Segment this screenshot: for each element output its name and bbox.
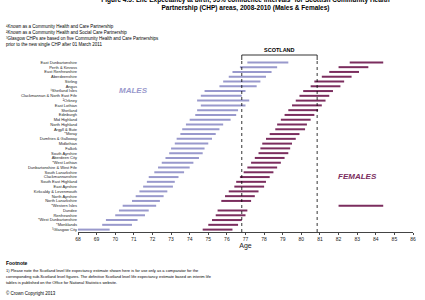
svg-text:tables is published on the Off: tables is published on the Office for Na… — [6, 280, 117, 285]
svg-text:South East Highland: South East Highland — [41, 179, 77, 184]
svg-text:81: 81 — [317, 236, 323, 242]
svg-text:East Lothian: East Lothian — [55, 103, 77, 108]
svg-text:Midlothian: Midlothian — [59, 141, 77, 146]
svg-text:Stirling: Stirling — [65, 79, 77, 84]
svg-text:*West Dunbartonshire: *West Dunbartonshire — [38, 217, 78, 222]
svg-text:Dundee: Dundee — [63, 208, 78, 213]
svg-text:Clackmannan & North East Fife: Clackmannan & North East Fife — [21, 93, 78, 98]
svg-text:³Glasgow CHPs are based on fiv: ³Glasgow CHPs are based on five Communit… — [6, 36, 159, 41]
svg-text:Age: Age — [239, 242, 252, 250]
svg-text:Renfrewshire: Renfrewshire — [53, 213, 77, 218]
svg-text:83: 83 — [354, 236, 360, 242]
svg-text:82: 82 — [336, 236, 342, 242]
svg-text:85: 85 — [392, 236, 398, 242]
svg-text:77: 77 — [243, 236, 249, 242]
svg-text:*West Lothian: *West Lothian — [52, 160, 77, 165]
svg-text:Clackmannanshire: Clackmannanshire — [44, 174, 78, 179]
svg-text:Aberdeenshire: Aberdeenshire — [51, 74, 78, 79]
svg-text:²Orkney: ²Orkney — [63, 98, 77, 103]
svg-text:Dumfries & Galloway: Dumfries & Galloway — [40, 136, 77, 141]
svg-text:Kirkcaldy & Levenmouth: Kirkcaldy & Levenmouth — [34, 189, 77, 194]
svg-text:Aberdeen City: Aberdeen City — [52, 155, 77, 160]
svg-text:*Moray: *Moray — [64, 131, 77, 136]
svg-text:South Ayrshire: South Ayrshire — [51, 151, 78, 156]
svg-text:East Dunbartonshire: East Dunbartonshire — [41, 60, 78, 65]
svg-text:prior to the new single CHP af: prior to the new single CHP after 01 Mar… — [6, 42, 102, 47]
svg-text:78: 78 — [261, 236, 267, 242]
svg-text:68: 68 — [75, 236, 81, 242]
svg-text:73: 73 — [168, 236, 174, 242]
svg-text:South Lanarkshire: South Lanarkshire — [45, 170, 78, 175]
svg-text:*Monklands: *Monklands — [56, 222, 77, 227]
svg-text:Edinburgh: Edinburgh — [59, 112, 77, 117]
svg-text:74: 74 — [187, 236, 193, 242]
svg-text:69: 69 — [94, 236, 100, 242]
svg-text:East Ayrshire: East Ayrshire — [54, 184, 78, 189]
svg-text:North Highland: North Highland — [50, 122, 77, 127]
svg-text:North Lanarkshire: North Lanarkshire — [45, 198, 78, 203]
svg-text:¹Shetland Isles: ¹Shetland Isles — [51, 88, 77, 93]
svg-text:86: 86 — [410, 236, 416, 242]
svg-text:Argyll & Bute: Argyll & Bute — [54, 127, 78, 132]
svg-text:Angus: Angus — [66, 84, 77, 89]
svg-text:84: 84 — [373, 236, 379, 242]
svg-text:corresponding sub-Scotland lev: corresponding sub-Scotland level figures… — [6, 274, 212, 279]
svg-text:MALES: MALES — [119, 86, 148, 95]
svg-text:1) Please note the Scotland le: 1) Please note the Scotland level life e… — [6, 268, 199, 273]
svg-text:SCOTLAND: SCOTLAND — [264, 47, 295, 53]
svg-text:© Crown Copyright 2013: © Crown Copyright 2013 — [6, 290, 56, 296]
svg-text:³Glasgow City: ³Glasgow City — [52, 227, 77, 232]
svg-text:FEMALES: FEMALES — [338, 172, 377, 181]
svg-text:Dunbartonshire & West Fife: Dunbartonshire & West Fife — [28, 165, 78, 170]
svg-text:Falkirk: Falkirk — [65, 146, 77, 151]
svg-text:Figure 4.5: Life Expectancy at: Figure 4.5: Life Expectancy at birth, 95… — [101, 0, 390, 12]
svg-text:*Western Isles: *Western Isles — [51, 203, 77, 208]
svg-text:Mid Highland: Mid Highland — [54, 117, 77, 122]
svg-text:¹Known as a Community Health a: ¹Known as a Community Health and Care Pa… — [6, 24, 114, 29]
svg-text:79: 79 — [280, 236, 286, 242]
svg-text:Footnote: Footnote — [6, 260, 28, 266]
svg-text:72: 72 — [150, 236, 156, 242]
svg-text:80: 80 — [299, 236, 305, 242]
svg-text:71: 71 — [131, 236, 137, 242]
svg-text:Perth & Kinross: Perth & Kinross — [49, 65, 77, 70]
svg-text:70: 70 — [112, 236, 118, 242]
svg-text:East Renfrewshire: East Renfrewshire — [44, 69, 77, 74]
svg-text:75: 75 — [205, 236, 211, 242]
svg-text:North Ayrshire: North Ayrshire — [52, 194, 78, 199]
svg-text:Shetland: Shetland — [61, 108, 77, 113]
svg-text:76: 76 — [224, 236, 230, 242]
svg-text:²Known as a Community Health a: ²Known as a Community Health and Social … — [6, 30, 127, 35]
